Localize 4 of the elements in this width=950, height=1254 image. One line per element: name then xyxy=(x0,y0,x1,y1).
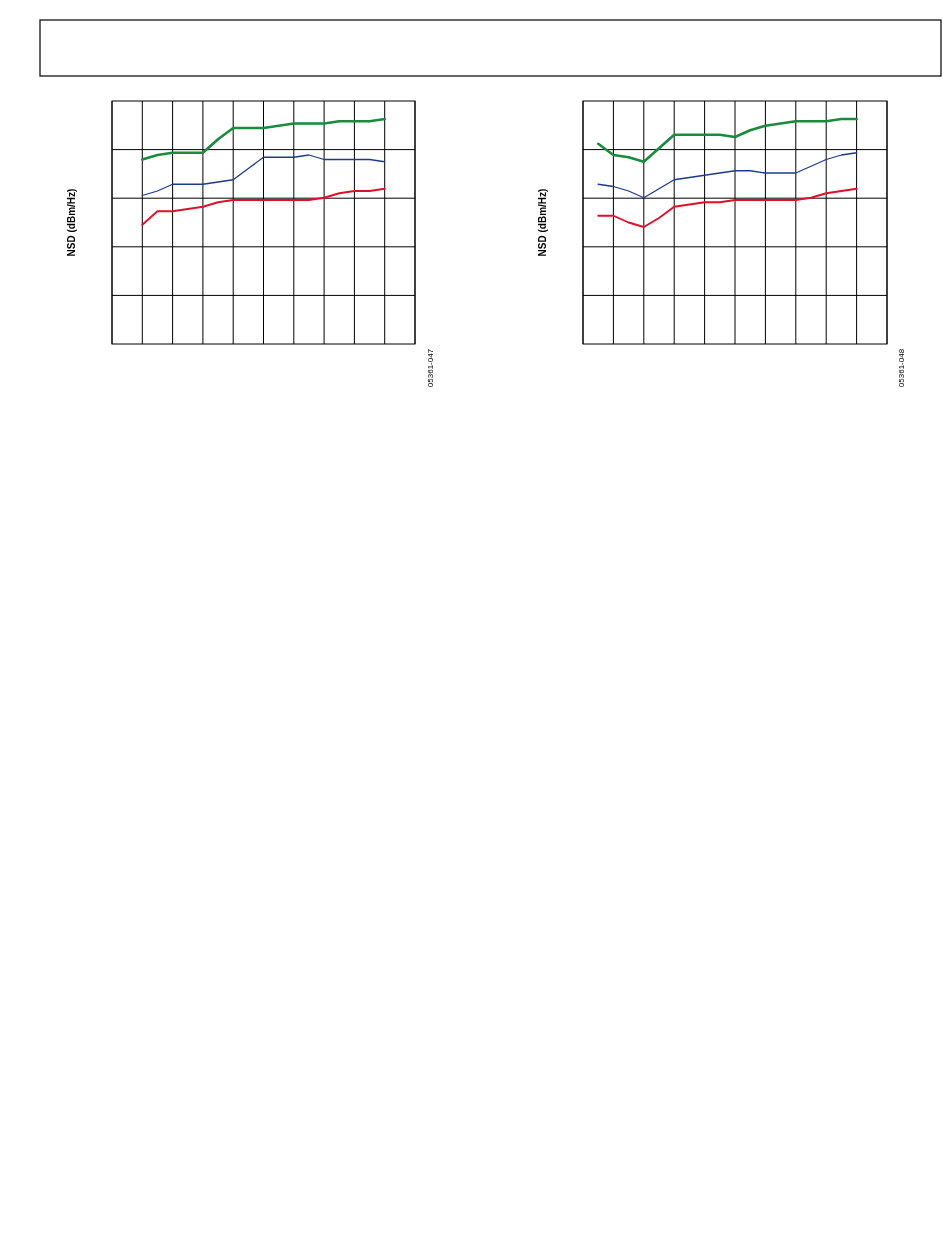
y-axis-title: NSD (dBm/Hz) xyxy=(537,188,548,257)
text: 05361-048 xyxy=(897,348,906,388)
y-axis-title: NSD (dBm/Hz) xyxy=(66,188,77,257)
text: 05361-047 xyxy=(426,348,435,388)
